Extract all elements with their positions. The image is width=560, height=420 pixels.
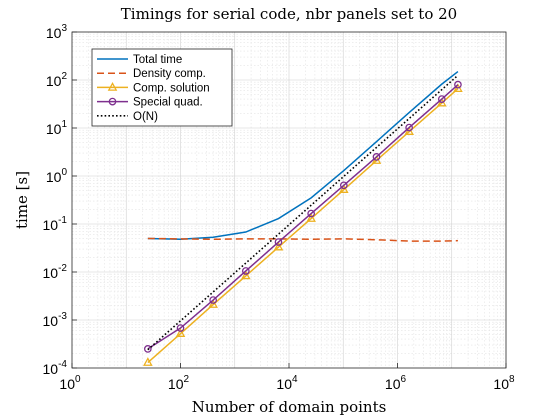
y-tick-label: 10-2 (43, 263, 68, 281)
data-point (274, 238, 283, 246)
series-layer (143, 70, 463, 366)
data-point (175, 328, 186, 337)
y-tick-label: 10-4 (43, 359, 68, 377)
y-tick-label: 10-3 (43, 311, 68, 329)
series-line (147, 74, 459, 351)
data-point (307, 209, 315, 218)
ticks: 100 102 104 106 108 10-4 10-3 10-2 10-1 100 101 102… (43, 23, 515, 392)
data-point (454, 80, 462, 89)
x-tick-label: 106 (385, 374, 407, 392)
series-4 (147, 74, 459, 351)
legend-entry: O(N) (97, 111, 158, 123)
data-point (339, 181, 348, 190)
legend-entry: Special quad. (97, 97, 203, 109)
x-tick-label: 108 (493, 374, 515, 392)
y-axis-label: time [s] (13, 171, 31, 229)
legend-entries: Total time Density comp. Comp. solution Spe… (97, 54, 210, 123)
legend-label: Density comp. (133, 68, 206, 80)
data-point (209, 296, 218, 304)
data-point (241, 267, 250, 275)
y-tick-label: 10-1 (43, 215, 68, 233)
data-point (306, 213, 316, 222)
legend-label: Total time (133, 54, 182, 66)
data-point (405, 123, 413, 132)
legend-label: Comp. solution (133, 82, 210, 94)
data-point (143, 357, 153, 366)
legend-entry: Total time (97, 54, 182, 66)
data-point (437, 95, 446, 103)
data-point (339, 184, 349, 193)
data-point (273, 241, 284, 251)
data-point (404, 126, 414, 135)
legend: Total time Density comp. Comp. solution Spe… (91, 48, 233, 127)
legend-label: O(N) (133, 111, 158, 123)
series-3 (143, 80, 462, 353)
data-point (176, 324, 185, 332)
y-tick-label: 101 (46, 119, 68, 137)
legend-marker (107, 82, 118, 91)
data-point (208, 299, 218, 308)
y-tick-label: 100 (46, 167, 68, 185)
y-tick-label: 102 (46, 71, 68, 89)
x-tick-label: 100 (59, 374, 81, 392)
legend-label: Special quad. (133, 97, 203, 109)
x-axis-label: Number of domain points (192, 398, 387, 416)
legend-marker (108, 97, 117, 106)
legend-entry: Density comp. (97, 68, 206, 80)
y-tick-label: 103 (46, 23, 68, 41)
data-point (241, 270, 251, 280)
series-line (147, 70, 459, 241)
legend-entry: Comp. solution (97, 82, 210, 94)
series-line (147, 88, 459, 364)
x-tick-label: 102 (168, 374, 190, 392)
series-0 (147, 70, 459, 241)
x-tick-label: 104 (276, 374, 298, 392)
data-point (372, 153, 381, 161)
series-line (147, 84, 459, 350)
chart-title: Timings for serial code, nbr panels set … (121, 5, 457, 23)
data-point (143, 345, 152, 353)
